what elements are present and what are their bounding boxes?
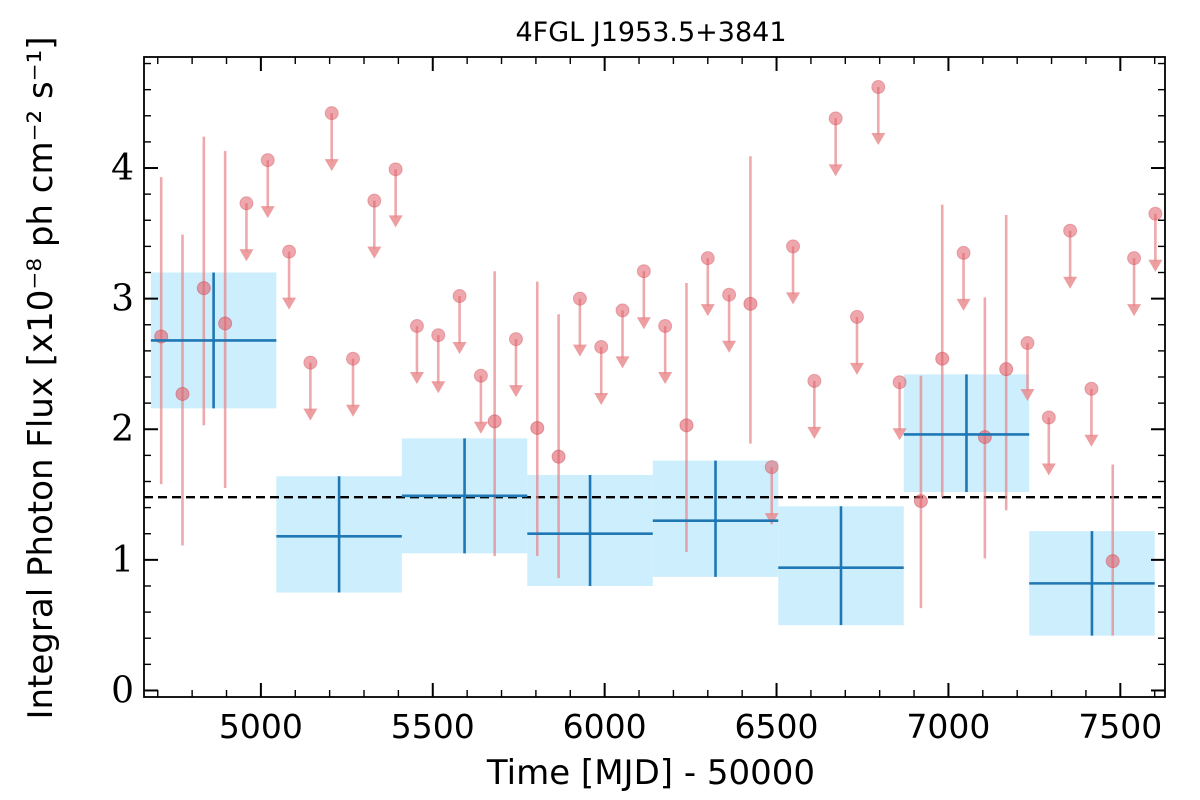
data-point [175, 386, 190, 401]
upper-limit-arrow [849, 362, 864, 375]
upper-limit-arrow [1063, 276, 1078, 289]
upper-limit-point [572, 291, 587, 306]
data-point [743, 296, 758, 311]
upper-limit-arrow [1148, 259, 1163, 272]
upper-limit-point [260, 153, 275, 168]
upper-limit-arrow [303, 408, 318, 421]
upper-limit-point [1148, 206, 1163, 221]
upper-limit-arrow [700, 304, 715, 317]
upper-limit-arrow [367, 246, 382, 259]
upper-limit-arrow [409, 372, 424, 385]
upper-limit-point [1020, 336, 1035, 351]
upper-limit-arrow [828, 164, 843, 177]
x-tick-label: 5000 [219, 707, 303, 746]
data-point [218, 316, 233, 331]
upper-limit-point [658, 319, 673, 334]
upper-limit-arrow [807, 426, 822, 439]
upper-limit-point [431, 328, 446, 343]
upper-limit-point [722, 287, 737, 302]
upper-limit-point [346, 351, 361, 366]
y-tick-label: 0 [111, 670, 134, 711]
upper-limit-point [1127, 251, 1142, 266]
upper-limit-arrow [658, 372, 673, 385]
upper-limit-point [956, 245, 971, 260]
data-point [551, 449, 566, 464]
upper-limit-point [303, 355, 318, 370]
data-point [1105, 554, 1120, 569]
upper-limit-arrow [431, 381, 446, 394]
upper-limit-arrow [388, 215, 403, 228]
data-point [935, 351, 950, 366]
y-tick-label: 3 [111, 279, 134, 320]
upper-limit-arrow [636, 317, 651, 330]
data-point [977, 430, 992, 445]
upper-limit-arrow [786, 292, 801, 305]
upper-limit-point [473, 368, 488, 383]
upper-limit-arrow [892, 428, 907, 441]
upper-limit-point [615, 303, 630, 318]
upper-limit-point [1041, 410, 1056, 425]
upper-limit-arrow [572, 344, 587, 357]
data-point [999, 362, 1014, 377]
upper-limit-point [324, 106, 339, 121]
data-point [196, 281, 211, 296]
upper-limit-point [388, 162, 403, 177]
upper-limit-point [700, 251, 715, 266]
upper-limit-point [594, 339, 609, 354]
upper-limit-point [807, 373, 822, 388]
upper-limit-point [1063, 223, 1078, 238]
upper-limit-point [452, 289, 467, 304]
upper-limit-arrow [473, 421, 488, 434]
upper-limit-point [508, 332, 523, 347]
upper-limit-point [786, 239, 801, 254]
plot-area [144, 80, 1165, 636]
y-tick-label: 2 [111, 409, 134, 450]
upper-limit-arrow [282, 297, 297, 310]
upper-limit-arrow [722, 340, 737, 353]
upper-limit-point [409, 319, 424, 334]
y-tick-label: 4 [111, 148, 134, 189]
upper-limit-arrow [1084, 434, 1099, 447]
upper-limit-point [282, 244, 297, 259]
plot-frame [143, 56, 1166, 698]
x-tick-label: 6000 [563, 707, 647, 746]
upper-limit-arrow [871, 133, 886, 146]
upper-limit-point [828, 111, 843, 126]
upper-limit-arrow [346, 404, 361, 417]
data-point [679, 418, 694, 433]
upper-limit-arrow [594, 392, 609, 405]
x-tick-label: 6500 [735, 707, 819, 746]
x-tick-label: 7000 [906, 707, 990, 746]
upper-limit-point [239, 196, 254, 211]
axis-ticks: 5000 5500 6000 6500 7000 7500 0 1 2 3 4 [111, 57, 1165, 746]
data-point [913, 494, 928, 509]
upper-limit-arrow [260, 206, 275, 219]
upper-limit-point [367, 193, 382, 208]
upper-limit-point [1084, 381, 1099, 396]
upper-limit-arrow [452, 342, 467, 355]
y-tick-label: 1 [111, 540, 134, 581]
data-point [487, 414, 502, 429]
upper-limit-point [871, 80, 886, 95]
upper-limit-point [849, 309, 864, 324]
upper-limit-arrow [239, 249, 254, 262]
x-axis-label: Time [MJD] - 50000 [486, 753, 815, 793]
y-axis-label: Integral Photon Flux [x10⁻⁸ ph cm⁻² s⁻¹] [21, 36, 61, 719]
upper-limit-arrow [508, 385, 523, 398]
upper-limit-arrow [1020, 389, 1035, 402]
upper-limit-arrow [615, 356, 630, 369]
upper-limit-arrow [956, 298, 971, 311]
x-tick-label: 5500 [391, 707, 475, 746]
data-point [530, 420, 545, 435]
upper-limit-arrow [324, 159, 339, 172]
upper-limit-arrow [1041, 463, 1056, 476]
upper-limit-arrow [1127, 304, 1142, 317]
upper-limit-point [764, 460, 779, 475]
x-tick-label: 7500 [1078, 707, 1162, 746]
upper-limit-arrow [764, 513, 779, 526]
upper-limit-point [892, 375, 907, 390]
chart-title: 4FGL J1953.5+3841 [515, 17, 786, 48]
upper-limit-point [636, 264, 651, 279]
